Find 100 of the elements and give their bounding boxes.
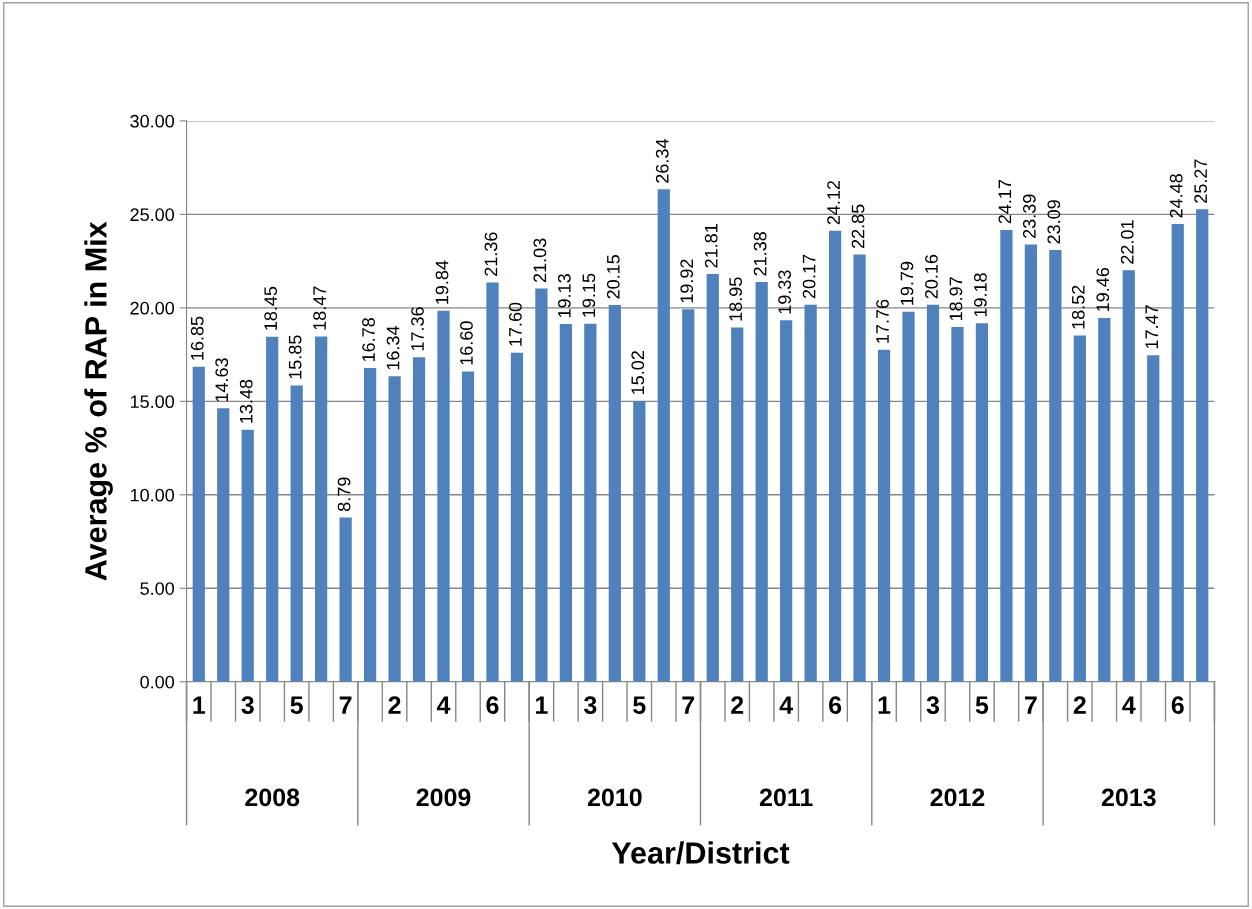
data-label: 25.27 — [1194, 159, 1208, 203]
bar — [1098, 317, 1111, 682]
data-label: 13.48 — [239, 379, 253, 423]
x-axis-title: Year/District — [611, 841, 790, 865]
x-tick-label: 3 — [583, 696, 597, 715]
text: 2008 — [245, 788, 300, 807]
bar — [1171, 224, 1184, 682]
data-label: 16.34 — [386, 326, 400, 370]
bar — [461, 371, 475, 682]
bar — [780, 320, 793, 682]
bar — [853, 254, 866, 682]
bar — [828, 230, 842, 682]
x-tick-label: 4 — [1122, 696, 1136, 714]
data-label: 22.01 — [1120, 220, 1134, 264]
bar — [388, 376, 401, 682]
data-label: 23.39 — [1022, 194, 1036, 238]
bar — [1000, 229, 1013, 682]
bar — [608, 305, 621, 682]
data-label: 20.17 — [802, 254, 816, 299]
bar — [363, 368, 377, 682]
data-label: 18.47 — [313, 286, 326, 330]
data-label: 24.12 — [827, 180, 840, 225]
data-label: 21.03 — [533, 238, 547, 283]
bar — [951, 327, 964, 682]
bar — [584, 323, 597, 682]
bar — [486, 282, 499, 682]
data-label: 21.36 — [484, 232, 498, 276]
x-tick-label: 1 — [878, 696, 891, 714]
y-tick-label: 15.00 — [130, 395, 175, 409]
data-label: 19.18 — [974, 273, 987, 317]
bar — [633, 400, 646, 682]
bar — [266, 336, 279, 682]
x-tick-label: 1 — [193, 696, 206, 714]
data-label: 20.16 — [925, 254, 938, 299]
bar — [1147, 355, 1160, 682]
data-label: 19.15 — [582, 273, 596, 317]
data-label: 19.33 — [778, 270, 791, 314]
y-tick-label: 20.00 — [130, 301, 175, 315]
bar — [755, 282, 768, 682]
bar — [877, 349, 891, 682]
x-tick-label: 5 — [290, 696, 303, 714]
data-label: 24.48 — [1169, 174, 1183, 218]
data-label: 17.47 — [1145, 305, 1158, 349]
bar — [902, 311, 915, 682]
y-tick-label: 30.00 — [130, 114, 175, 128]
bar — [192, 366, 205, 682]
data-label: 15.85 — [288, 335, 302, 379]
bar — [535, 288, 548, 682]
data-label: 16.85 — [190, 316, 204, 360]
data-label: 18.52 — [1071, 285, 1085, 329]
x-tick-label: 2 — [388, 696, 401, 714]
data-label: 26.34 — [655, 139, 669, 183]
y-tick-label: 10.00 — [130, 488, 175, 502]
data-label: 14.63 — [215, 358, 229, 402]
x-tick-label: 3 — [241, 696, 254, 715]
bar — [1122, 270, 1135, 682]
data-label: 19.79 — [900, 261, 914, 305]
text: 2011 — [759, 788, 813, 807]
bar — [217, 408, 230, 682]
data-label: 8.79 — [337, 477, 351, 512]
y-tick-label: 25.00 — [130, 208, 175, 222]
x-tick-label: 3 — [926, 696, 940, 715]
bar — [412, 357, 426, 682]
x-tick-label: 2 — [731, 696, 744, 714]
text: 2012 — [930, 788, 985, 807]
x-tick-label: 6 — [486, 696, 499, 714]
data-label: 19.46 — [1096, 267, 1110, 311]
bar — [315, 336, 328, 682]
data-label: 17.60 — [509, 302, 522, 346]
x-tick-label: 5 — [975, 696, 989, 714]
data-label: 18.97 — [949, 277, 963, 321]
bar — [975, 323, 989, 682]
text: 2010 — [587, 788, 642, 807]
bar — [926, 304, 940, 682]
data-label: 19.13 — [557, 274, 571, 318]
data-label: 21.38 — [753, 232, 767, 276]
bar — [1049, 250, 1062, 682]
data-label: 20.15 — [606, 255, 620, 299]
text: 2013 — [1101, 788, 1156, 807]
data-label: 19.92 — [680, 259, 694, 303]
bar — [437, 310, 450, 682]
bar — [1024, 244, 1038, 682]
x-tick-label: 7 — [1025, 696, 1037, 714]
bar — [804, 304, 817, 682]
x-tick-label: 4 — [436, 696, 451, 714]
bar — [682, 309, 695, 682]
x-tick-label: 6 — [829, 696, 842, 714]
data-label: 21.81 — [704, 224, 718, 268]
y-tick-label: 5.00 — [140, 582, 175, 595]
data-label: 16.60 — [460, 321, 473, 365]
bar — [290, 385, 303, 682]
data-label: 16.78 — [362, 318, 375, 362]
x-tick-label: 5 — [633, 696, 646, 714]
bar — [1196, 209, 1209, 682]
x-tick-label: 7 — [682, 696, 695, 714]
bar — [339, 517, 352, 682]
data-label: 17.36 — [411, 307, 424, 351]
x-tick-label: 2 — [1073, 696, 1086, 714]
data-label: 23.09 — [1047, 200, 1061, 244]
bar — [657, 189, 670, 682]
